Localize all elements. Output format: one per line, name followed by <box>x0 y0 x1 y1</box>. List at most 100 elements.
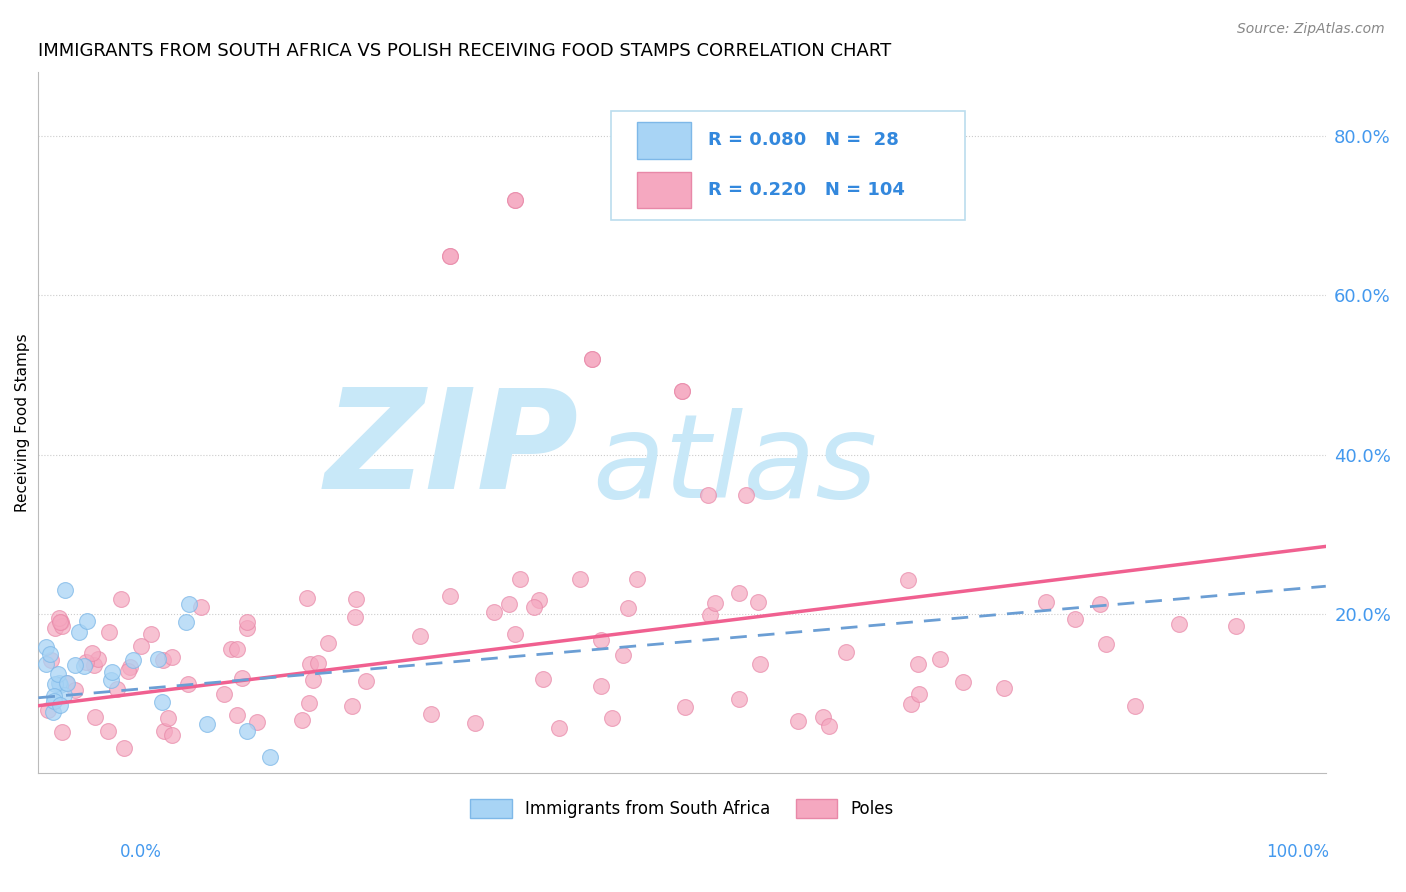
Point <box>160 650 183 665</box>
Point <box>53 582 76 597</box>
Point <box>100 673 122 687</box>
Point <box>439 249 461 263</box>
FancyBboxPatch shape <box>637 172 692 209</box>
Point <box>316 636 339 650</box>
Point <box>39 653 62 667</box>
Point <box>44 677 66 691</box>
Legend: Immigrants from South Africa, Poles: Immigrants from South Africa, Poles <box>464 792 900 825</box>
Point <box>439 589 461 603</box>
Text: IMMIGRANTS FROM SOUTH AFRICA VS POLISH RECEIVING FOOD STAMPS CORRELATION CHART: IMMIGRANTS FROM SOUTH AFRICA VS POLISH R… <box>38 42 891 60</box>
Point <box>236 621 259 635</box>
Point <box>907 657 929 671</box>
Point <box>295 591 318 605</box>
FancyBboxPatch shape <box>612 111 966 219</box>
Point <box>214 687 236 701</box>
Point <box>900 697 922 711</box>
Point <box>291 713 314 727</box>
Text: atlas: atlas <box>592 408 877 522</box>
Point <box>626 572 648 586</box>
Point <box>129 639 152 653</box>
Point <box>246 715 269 730</box>
Point <box>523 599 546 614</box>
Point <box>612 648 634 662</box>
Point <box>589 679 612 693</box>
Point <box>160 728 183 742</box>
Point <box>259 750 281 764</box>
Point <box>49 678 72 692</box>
Point <box>340 698 363 713</box>
Point <box>219 641 242 656</box>
Point <box>1094 637 1116 651</box>
Point <box>56 675 79 690</box>
Point <box>65 683 87 698</box>
Point <box>929 652 952 666</box>
Point <box>547 721 569 735</box>
Point <box>42 706 65 720</box>
Point <box>1035 595 1057 609</box>
Text: R = 0.080   N =  28: R = 0.080 N = 28 <box>707 131 898 150</box>
Text: 100.0%: 100.0% <box>1265 843 1329 861</box>
Point <box>527 593 550 607</box>
Point <box>673 700 696 714</box>
Point <box>46 667 69 681</box>
Point <box>703 596 725 610</box>
Point <box>747 595 769 609</box>
Point <box>73 658 96 673</box>
Point <box>749 657 772 672</box>
Point <box>307 656 329 670</box>
Point <box>835 645 858 659</box>
Point <box>174 615 197 630</box>
Point <box>1064 611 1087 625</box>
Point <box>439 249 461 263</box>
Point <box>696 488 718 502</box>
Point <box>152 723 174 738</box>
Point <box>177 597 200 611</box>
Point <box>190 600 212 615</box>
Point <box>589 633 612 648</box>
Point <box>952 674 974 689</box>
Point <box>1123 699 1146 714</box>
Point <box>727 586 749 600</box>
Point <box>87 652 110 666</box>
Point <box>1167 616 1189 631</box>
Point <box>811 710 834 724</box>
Point <box>80 646 103 660</box>
Point <box>101 665 124 680</box>
Point <box>568 572 591 586</box>
Point <box>152 653 174 667</box>
FancyBboxPatch shape <box>637 122 692 159</box>
Point <box>55 676 77 690</box>
Point <box>52 688 75 702</box>
Point <box>735 488 758 502</box>
Point <box>44 689 66 703</box>
Point <box>226 642 249 657</box>
Point <box>408 629 430 643</box>
Point <box>1225 619 1247 633</box>
Point <box>600 711 623 725</box>
Point <box>226 707 249 722</box>
Point <box>110 592 132 607</box>
Point <box>993 681 1015 695</box>
Point <box>112 741 135 756</box>
Point <box>581 352 603 367</box>
Point <box>581 352 603 367</box>
Point <box>177 677 200 691</box>
Point <box>76 614 98 628</box>
Point <box>1088 597 1111 611</box>
Point <box>48 610 70 624</box>
Point <box>817 719 839 733</box>
Point <box>908 687 931 701</box>
Point <box>105 681 128 696</box>
Point <box>37 703 59 717</box>
Point <box>699 607 721 622</box>
Point <box>727 692 749 706</box>
Point <box>419 707 441 722</box>
Point <box>48 675 70 690</box>
Point <box>503 193 526 207</box>
Point <box>63 657 86 672</box>
Point <box>157 711 180 725</box>
Point <box>498 597 520 611</box>
Point <box>464 716 486 731</box>
Point <box>896 573 918 587</box>
Point <box>97 724 120 739</box>
